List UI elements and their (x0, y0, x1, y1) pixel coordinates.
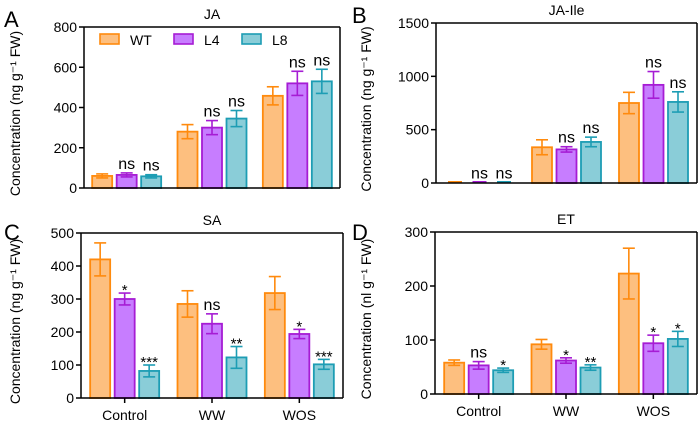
y-tick-label: 800 (54, 19, 78, 35)
significance-label: ** (585, 354, 597, 371)
bar-l8 (667, 101, 689, 184)
y-tick-label: 100 (51, 357, 75, 373)
y-tick-label: 200 (405, 278, 429, 294)
bar-wt (530, 343, 553, 395)
significance-label: *** (315, 348, 333, 365)
significance-label: * (650, 324, 656, 341)
y-tick-label: 300 (51, 291, 75, 307)
significance-label: ns (471, 165, 488, 182)
bar-l8 (310, 80, 333, 189)
panel-letter: A (4, 7, 19, 32)
bar-wt (89, 258, 112, 399)
y-axis-label: Concentration (ng g⁻¹ FW) (358, 26, 374, 191)
y-tick-label: 0 (420, 386, 428, 402)
significance-label: ns (313, 52, 330, 69)
y-tick-label: 0 (69, 180, 77, 196)
x-tick-label: WOS (637, 403, 670, 419)
x-tick-label: WW (199, 407, 226, 423)
x-tick-label: WOS (283, 407, 316, 423)
y-tick-label: 0 (66, 390, 74, 406)
y-tick-label: 400 (54, 100, 78, 116)
significance-label: * (675, 320, 681, 337)
significance-label: ns (228, 94, 245, 111)
y-axis-label: Concentration (ng g⁻¹ FW) (7, 239, 23, 404)
panel-title: JA-Ile (549, 2, 585, 18)
panel-title: JA (204, 6, 221, 22)
significance-label: ns (558, 130, 575, 147)
significance-label: * (500, 357, 506, 374)
y-axis-label: Concentration (ng g⁻¹ FW) (7, 31, 23, 196)
y-tick-label: 500 (51, 225, 75, 241)
significance-label: ns (670, 75, 687, 92)
y-tick-label: 1000 (398, 68, 429, 84)
significance-label: *** (140, 354, 158, 371)
legend-label: L4 (204, 32, 220, 48)
bar-l8 (579, 366, 602, 395)
y-tick-label: 400 (51, 258, 75, 274)
y-tick-label: 300 (405, 224, 429, 240)
panel-letter: C (4, 220, 20, 245)
significance-label: * (122, 282, 128, 299)
y-tick-label: 0 (421, 175, 429, 191)
bar-l4 (642, 83, 665, 184)
y-tick-label: 500 (406, 122, 430, 138)
bar-l4 (555, 148, 578, 184)
significance-label: ns (583, 120, 600, 137)
x-tick-label: Control (102, 407, 147, 423)
bar-l4 (201, 126, 223, 189)
panel-title: SA (203, 212, 222, 228)
y-axis-label: Concentration (nl g⁻¹ FW) (358, 239, 374, 400)
panel-title: ET (557, 211, 575, 227)
bar-l4 (555, 359, 577, 395)
legend-swatch-wt (99, 33, 120, 45)
panel-letter: D (352, 220, 368, 245)
y-tick-label: 100 (405, 332, 429, 348)
legend-swatch-l8 (241, 33, 262, 45)
y-tick-label: 1500 (398, 15, 429, 31)
bar-wt (261, 94, 284, 189)
legend-swatch-l4 (173, 33, 194, 45)
significance-label: ns (143, 158, 160, 175)
legend-label: WT (130, 32, 152, 48)
bar-l4 (201, 322, 223, 399)
bar-wt (176, 130, 199, 189)
legend-label: L8 (272, 32, 288, 48)
legend: WT L4 L8 (99, 32, 288, 48)
significance-label: ns (470, 345, 487, 362)
x-tick-label: WW (553, 403, 580, 419)
significance-label: ns (118, 156, 135, 173)
y-tick-label: 200 (54, 140, 78, 156)
bar-l4 (288, 333, 311, 399)
bar-wt (443, 361, 466, 395)
significance-label: * (563, 347, 569, 364)
significance-label: ns (645, 55, 662, 72)
y-tick-label: 200 (51, 324, 75, 340)
bar-l8 (225, 117, 248, 189)
significance-label: ** (231, 336, 243, 353)
bar-wt (176, 303, 199, 399)
x-tick-label: Control (456, 403, 501, 419)
panel-letter: B (352, 3, 367, 28)
significance-label: ns (204, 297, 221, 314)
bar-wt (618, 102, 640, 184)
significance-label: * (296, 318, 302, 335)
significance-label: ns (496, 165, 513, 182)
y-tick-label: 600 (54, 59, 78, 75)
significance-label: ns (204, 104, 221, 121)
bar-l4 (113, 298, 136, 399)
bar-l8 (580, 141, 602, 184)
significance-label: ns (289, 54, 306, 71)
bar-l4 (286, 82, 309, 189)
